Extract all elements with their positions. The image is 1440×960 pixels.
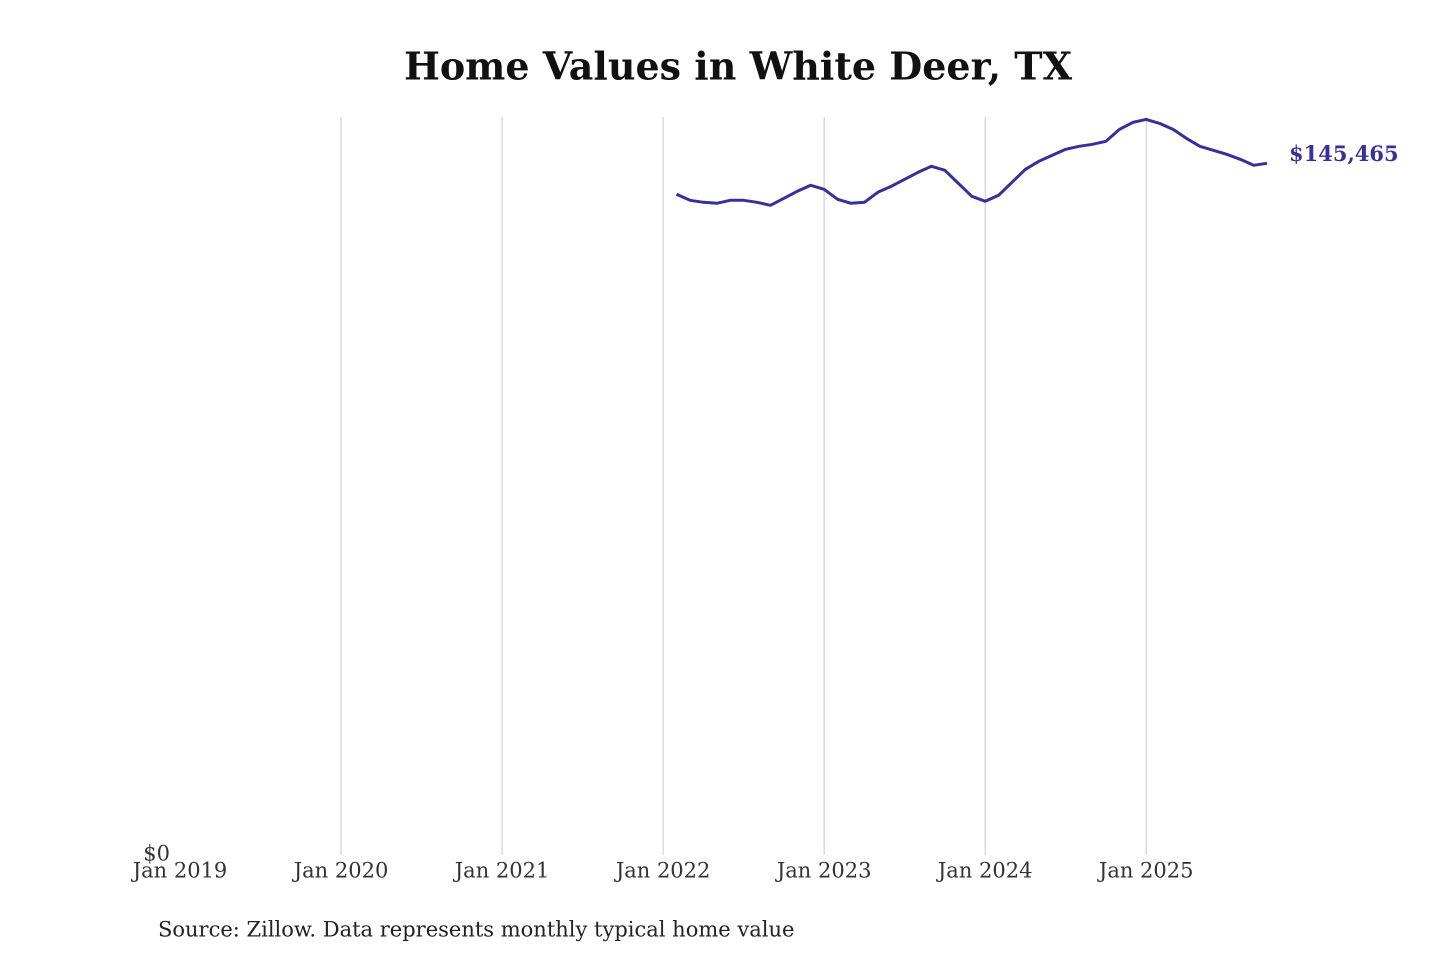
x-tick-label: Jan 2023 xyxy=(775,859,872,883)
source-note: Source: Zillow. Data represents monthly … xyxy=(158,918,794,942)
x-tick-label: Jan 2022 xyxy=(614,859,711,883)
y-tick-label: $0 xyxy=(143,842,170,866)
x-tick-label: Jan 2019 xyxy=(131,859,228,883)
x-tick-label: Jan 2021 xyxy=(453,859,550,883)
end-value-label: $145,465 xyxy=(1289,141,1399,166)
x-tick-label: Jan 2020 xyxy=(292,859,389,883)
line xyxy=(675,117,1268,207)
chart-title: Home Values in White Deer, TX xyxy=(404,44,1073,89)
x-tick-label: Jan 2025 xyxy=(1097,859,1194,883)
x-tick-label: Jan 2024 xyxy=(936,859,1033,883)
